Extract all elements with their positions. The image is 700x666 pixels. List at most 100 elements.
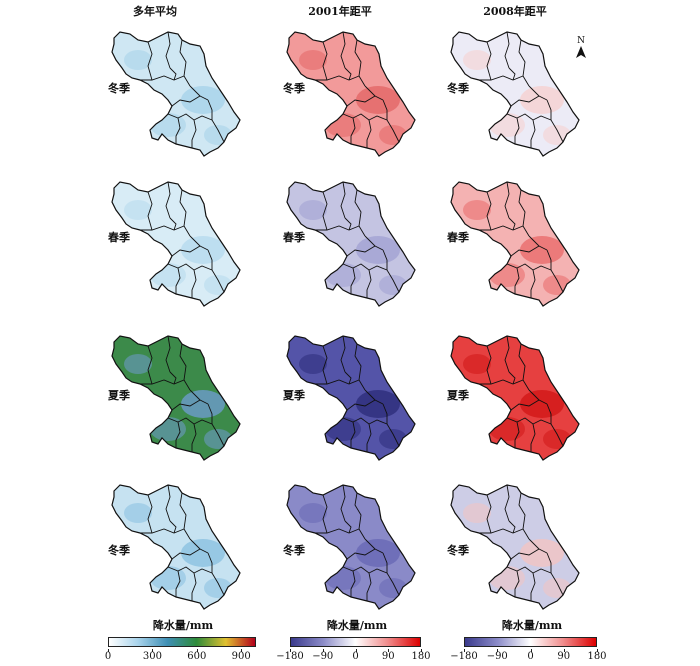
city-boundary — [171, 245, 209, 257]
city-boundary — [207, 403, 225, 447]
row-label-summer-c1: 夏季 — [108, 389, 130, 402]
city-boundary — [346, 399, 384, 411]
city-boundary — [179, 492, 191, 540]
city-boundary — [366, 269, 372, 298]
colorbar-tick-label: 600 — [187, 651, 207, 662]
city-boundary — [140, 225, 185, 231]
city-boundary — [530, 269, 536, 298]
city-boundary — [175, 117, 181, 144]
city-boundary — [191, 572, 197, 601]
city-boundary — [504, 484, 510, 522]
city-boundary — [179, 39, 191, 87]
city-boundary — [350, 267, 356, 294]
city-boundary — [510, 399, 548, 411]
colorbar-1 — [108, 637, 256, 647]
province-map-r1-c2 — [286, 31, 416, 157]
city-boundary — [506, 566, 552, 574]
city-boundary — [179, 343, 191, 391]
precip-patch — [463, 50, 491, 70]
province-border — [111, 31, 241, 157]
city-boundary — [147, 191, 153, 231]
row-label-spring-c3: 春季 — [447, 231, 469, 244]
province-map-r1-c3 — [450, 31, 580, 157]
city-boundary — [175, 267, 181, 294]
city-boundary — [191, 423, 197, 452]
precip-patch — [124, 50, 152, 70]
row-label-spring-c2: 春季 — [283, 231, 305, 244]
city-boundary — [346, 548, 384, 560]
colorbar-tick-label: 180 — [411, 651, 431, 662]
city-boundary — [165, 484, 171, 522]
city-boundary — [350, 117, 356, 144]
precip-patch — [520, 390, 564, 418]
city-boundary — [506, 113, 552, 121]
city-boundary — [207, 249, 225, 293]
city-boundary — [528, 85, 540, 97]
colorbar-2 — [290, 637, 421, 647]
province-map-r3-c1 — [111, 335, 241, 461]
row-label-winter-c2: 冬季 — [283, 82, 305, 95]
city-boundary — [354, 39, 366, 87]
province-map-r2-c3 — [450, 181, 580, 307]
city-boundary — [322, 41, 328, 81]
precip-patch — [181, 539, 225, 567]
north-arrow: N — [575, 36, 587, 61]
city-boundary — [169, 217, 177, 231]
city-boundary — [165, 335, 171, 373]
city-boundary — [486, 41, 492, 81]
precip-patch — [463, 503, 491, 523]
province-border — [111, 181, 241, 307]
province-border — [450, 31, 580, 157]
colorbar-tick-label: −180 — [276, 651, 304, 662]
city-boundary — [315, 75, 360, 81]
city-boundary — [364, 235, 376, 247]
city-boundary — [350, 570, 356, 597]
colorbar-tick — [196, 649, 198, 652]
city-boundary — [364, 389, 376, 401]
colorbar-tick — [597, 649, 598, 652]
city-boundary — [342, 417, 388, 425]
city-boundary — [167, 566, 213, 574]
city-boundary — [322, 345, 328, 385]
row-label-winter2-c2: 冬季 — [283, 544, 305, 557]
province-map-r2-c1 — [111, 181, 241, 307]
column-title-1: 多年平均 — [133, 5, 177, 18]
city-boundary — [344, 520, 352, 534]
city-boundary — [528, 235, 540, 247]
city-boundary — [354, 343, 366, 391]
colorbar-tick — [241, 649, 243, 652]
precip-patch — [181, 390, 225, 418]
city-boundary — [165, 181, 171, 219]
city-boundary — [508, 67, 516, 81]
colorbar-tick-label: −180 — [450, 651, 478, 662]
precip-patch — [463, 354, 491, 374]
legend-title-3: 降水量/mm — [501, 619, 563, 632]
column-title-3: 2008年距平 — [483, 5, 547, 18]
city-boundary — [189, 389, 201, 401]
precip-patch — [463, 200, 491, 220]
city-boundary — [364, 538, 376, 550]
city-boundary — [514, 117, 520, 144]
city-boundary — [514, 267, 520, 294]
colorbar-tick — [152, 649, 154, 652]
city-boundary — [315, 379, 360, 385]
colorbar-tick — [290, 649, 291, 652]
city-boundary — [165, 31, 171, 69]
city-boundary — [344, 217, 352, 231]
colorbar-tick-label: 0 — [104, 651, 112, 662]
city-boundary — [479, 225, 524, 231]
city-boundary — [147, 41, 153, 81]
precip-patch — [124, 503, 152, 523]
city-boundary — [167, 113, 213, 121]
province-border — [286, 335, 416, 461]
city-boundary — [340, 484, 346, 522]
province-border — [286, 181, 416, 307]
city-boundary — [508, 217, 516, 231]
city-boundary — [486, 494, 492, 534]
city-boundary — [546, 552, 564, 596]
city-boundary — [342, 263, 388, 271]
colorbar-tick-label: 0 — [352, 651, 359, 662]
city-boundary — [315, 528, 360, 534]
city-boundary — [191, 269, 197, 298]
city-boundary — [486, 191, 492, 231]
